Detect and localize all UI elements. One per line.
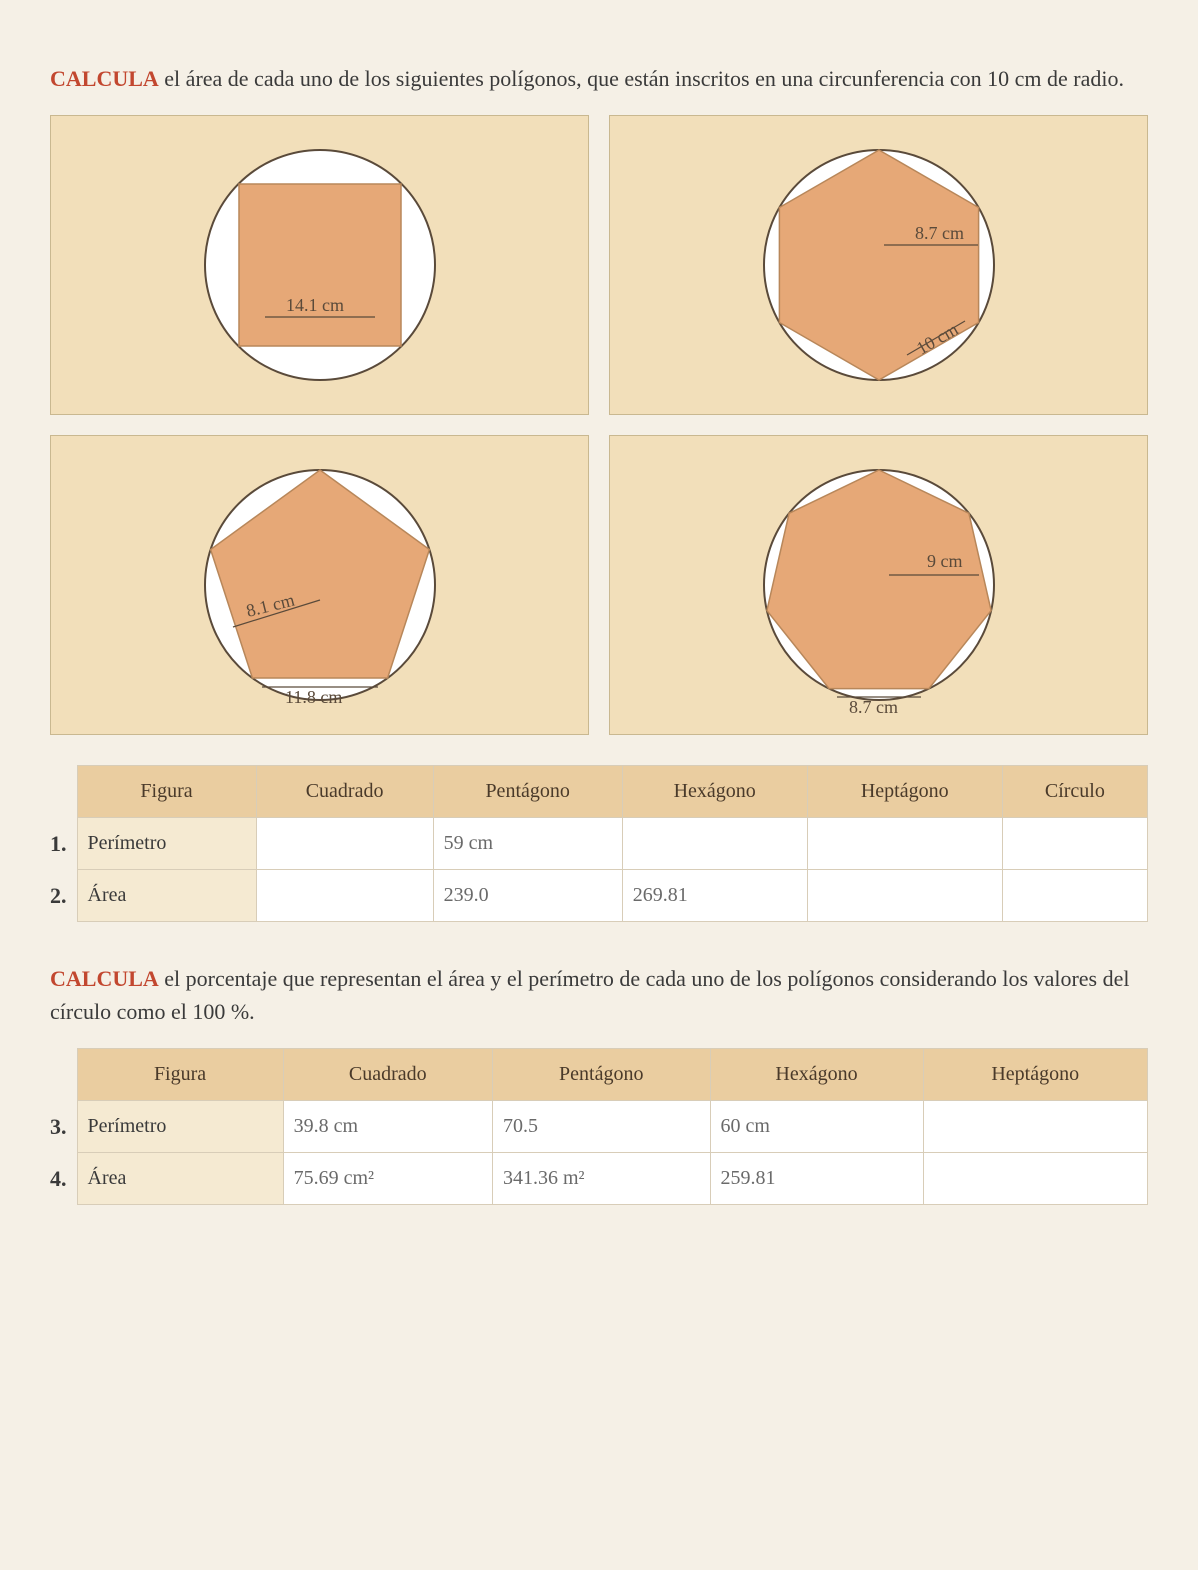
th: Hexágono [710,1049,923,1101]
instruction-1: CALCULA el área de cada uno de los sigui… [50,62,1148,95]
cell: 59 cm [433,818,622,870]
cell [807,870,1002,922]
figure-hexagon: 8.7 cm 10 cm [609,115,1148,415]
th: Heptágono [807,766,1002,818]
table-2-wrap: 3. 4. Figura Cuadrado Pentágono Hexágono… [50,1048,1148,1205]
table-row: Perímetro 39.8 cm 70.5 60 cm [77,1101,1148,1153]
th: Figura [77,766,256,818]
th: Figura [77,1049,283,1101]
square-side-label: 14.1 cm [286,295,344,315]
figure-heptagon: 9 cm 8.7 cm [609,435,1148,735]
cell [1002,870,1147,922]
row-label: Área [77,1153,283,1205]
th: Pentágono [492,1049,710,1101]
cell: 60 cm [710,1101,923,1153]
row-label: Perímetro [77,1101,283,1153]
cell [256,818,433,870]
keyword-1: CALCULA [50,66,159,91]
row-num: 3. [50,1101,67,1153]
table-2: Figura Cuadrado Pentágono Hexágono Heptá… [77,1048,1149,1205]
table-1-row-nums: 1. 2. [50,765,77,922]
cell: 239.0 [433,870,622,922]
th: Heptágono [923,1049,1148,1101]
heptagon-side-label: 8.7 cm [849,697,898,717]
th: Pentágono [433,766,622,818]
th: Cuadrado [283,1049,492,1101]
cell [622,818,807,870]
row-num: 2. [50,870,67,922]
table-row: Área 75.69 cm² 341.36 m² 259.81 [77,1153,1148,1205]
table-1-wrap: 1. 2. Figura Cuadrado Pentágono Hexágono… [50,765,1148,922]
th: Círculo [1002,766,1147,818]
table-row: Perímetro 59 cm [77,818,1148,870]
heptagon-apothem-label: 9 cm [927,551,963,571]
instruction-2: CALCULA el porcentaje que representan el… [50,962,1148,1028]
cell [1002,818,1147,870]
row-num: 4. [50,1153,67,1205]
th: Cuadrado [256,766,433,818]
cell: 269.81 [622,870,807,922]
cell: 70.5 [492,1101,710,1153]
instruction-2-text: el porcentaje que representan el área y … [50,966,1129,1024]
cell [923,1153,1148,1205]
row-num: 1. [50,818,67,870]
cell: 259.81 [710,1153,923,1205]
figure-square: 14.1 cm [50,115,589,415]
table-2-row-nums: 3. 4. [50,1048,77,1205]
cell: 341.36 m² [492,1153,710,1205]
row-label: Área [77,870,256,922]
cell [256,870,433,922]
table-row: Área 239.0 269.81 [77,870,1148,922]
keyword-2: CALCULA [50,966,159,991]
figures-grid: 14.1 cm 8.7 cm 10 cm 8.1 cm 11.8 cm [50,115,1148,735]
hexagon-apothem-label: 8.7 cm [915,223,964,243]
table-1: Figura Cuadrado Pentágono Hexágono Heptá… [77,765,1149,922]
th: Hexágono [622,766,807,818]
figure-pentagon: 8.1 cm 11.8 cm [50,435,589,735]
cell [923,1101,1148,1153]
row-label: Perímetro [77,818,256,870]
cell [807,818,1002,870]
cell: 75.69 cm² [283,1153,492,1205]
instruction-1-text: el área de cada uno de los siguientes po… [159,66,1124,91]
cell: 39.8 cm [283,1101,492,1153]
pentagon-side-label: 11.8 cm [285,687,342,707]
